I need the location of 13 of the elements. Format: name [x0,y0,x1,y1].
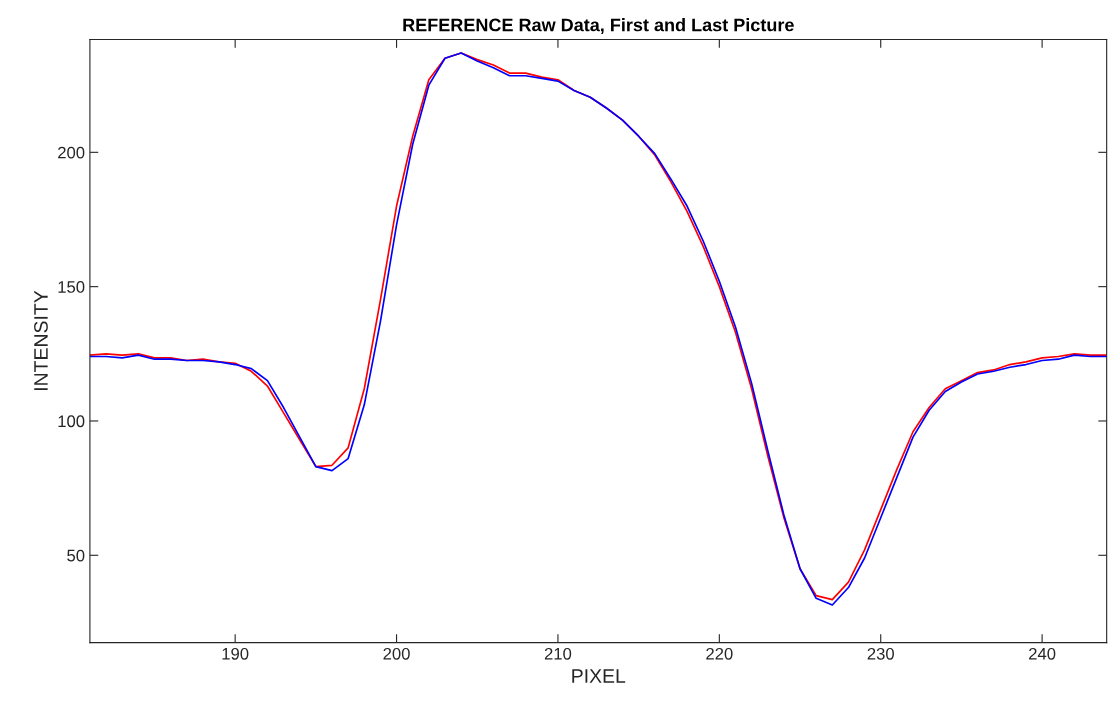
x-tick-label: 220 [706,647,733,660]
x-tick-label: 210 [544,647,572,660]
x-tick-label: 200 [383,647,410,660]
y-tick-label: 150 [58,281,85,293]
y-tick-label: 100 [58,415,85,428]
y-tick-label: 200 [58,146,85,159]
chart-title: REFERENCE Raw Data, First and Last Picture [403,18,794,34]
x-tick-label: 190 [222,647,249,660]
x-tick-label: 240 [1029,647,1056,660]
x-tick-label: 230 [867,647,894,660]
y-axis-title: INTENSITY [34,290,48,391]
x-axis-title: PIXEL [572,669,626,683]
y-tick-label: 50 [67,549,85,562]
